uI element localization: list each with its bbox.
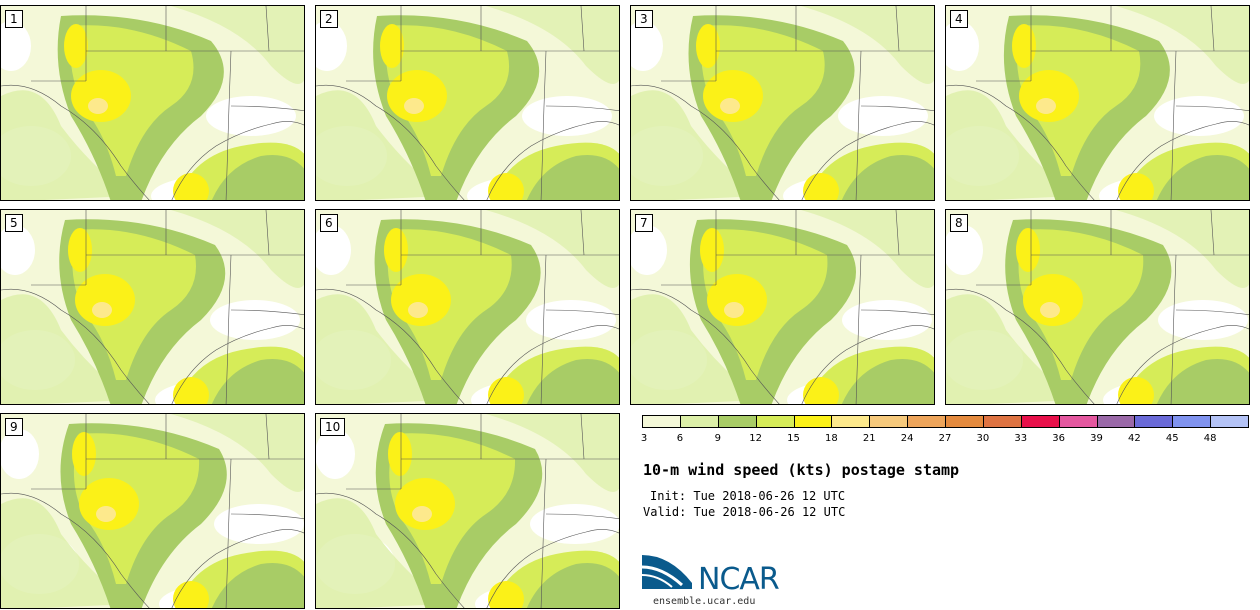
- wind-speed-map: [946, 210, 1249, 404]
- colorbar-tick-label: 30: [976, 433, 990, 444]
- wind-speed-map: [316, 414, 619, 608]
- ensemble-member-panel: 9: [0, 413, 305, 609]
- colorbar-tick-label: 36: [1052, 433, 1065, 444]
- ensemble-member-number: 6: [320, 214, 338, 232]
- ensemble-member-panel: 3: [630, 5, 935, 201]
- colorbar-tick-label: 33: [1014, 433, 1028, 444]
- wind-speed-map: [1, 6, 304, 200]
- ncar-logo-icon: [642, 555, 692, 589]
- colorbar-swatch: [1020, 415, 1060, 428]
- colorbar-swatch: [869, 415, 909, 428]
- colorbar-tick-label: 15: [787, 433, 800, 444]
- colorbar-swatch: [755, 415, 795, 428]
- colorbar-tick-label: 12: [749, 433, 762, 444]
- wind-speed-map: [316, 6, 619, 200]
- ensemble-member-number: 4: [950, 10, 968, 28]
- ensemble-member-panel: 6: [315, 209, 620, 405]
- colorbar-tick-label: 42: [1128, 433, 1141, 444]
- colorbar-tick-label: 6: [676, 433, 684, 444]
- ensemble-member-number: 3: [635, 10, 653, 28]
- ensemble-member-number: 8: [950, 214, 968, 232]
- colorbar-swatch: [642, 415, 681, 428]
- colorbar-swatch: [1134, 415, 1174, 428]
- colorbar-swatch: [982, 415, 1022, 428]
- wind-speed-map: [316, 210, 619, 404]
- valid-time: Valid: Tue 2018-06-26 12 UTC: [643, 505, 846, 519]
- colorbar-tick-label: 27: [938, 433, 952, 444]
- colorbar-tick-label: 18: [825, 433, 838, 444]
- colorbar-tick-label: 3: [640, 433, 648, 444]
- colorbar-swatch: [679, 415, 719, 428]
- colorbar-legend: 3 6 9 12 15 18 21 24 27 30 33 36 39 42 45 48: [640, 415, 1249, 445]
- logo-url: ensemble.ucar.edu: [653, 596, 756, 607]
- wind-speed-map: [631, 210, 934, 404]
- colorbar-tick-label: 24: [900, 433, 914, 444]
- colorbar-swatch: [1058, 415, 1098, 428]
- ensemble-member-panel: 8: [945, 209, 1250, 405]
- ensemble-member-number: 7: [635, 214, 653, 232]
- ensemble-member-number: 1: [5, 10, 23, 28]
- wind-speed-map: [1, 210, 304, 404]
- colorbar-swatch: [1096, 415, 1136, 428]
- ensemble-member-number: 9: [5, 418, 23, 436]
- colorbar-swatch: [945, 415, 984, 428]
- ensemble-member-panel: 5: [0, 209, 305, 405]
- colorbar-swatch: [1172, 415, 1212, 428]
- wind-speed-map: [946, 6, 1249, 200]
- colorbar-tick-label: 21: [862, 433, 876, 444]
- colorbar-swatch: [907, 415, 946, 428]
- wind-speed-map: [1, 414, 304, 608]
- colorbar-tick-label: 39: [1090, 433, 1103, 444]
- ncar-logo-text: NCAR: [698, 562, 780, 597]
- colorbar-tick-label: 45: [1165, 433, 1179, 444]
- ensemble-member-panel: 1: [0, 5, 305, 201]
- colorbar-tick-label: 48: [1203, 433, 1217, 444]
- ensemble-member-panel: 4: [945, 5, 1250, 201]
- ensemble-member-number: 5: [5, 214, 23, 232]
- ensemble-member-panel: 10: [315, 413, 620, 609]
- colorbar-tick-label: 9: [714, 433, 721, 444]
- ensemble-member-number: 2: [320, 10, 338, 28]
- wind-speed-map: [631, 6, 934, 200]
- colorbar-swatch: [793, 415, 833, 428]
- colorbar-swatch: [831, 415, 871, 428]
- init-time: Init: Tue 2018-06-26 12 UTC: [650, 489, 846, 503]
- colorbar-swatch: [1210, 415, 1249, 428]
- ensemble-member-panel: 7: [630, 209, 935, 405]
- ensemble-member-number: 10: [320, 418, 346, 436]
- plot-title: 10-m wind speed (kts) postage stamp: [643, 461, 960, 479]
- colorbar-swatch: [717, 415, 757, 428]
- ensemble-member-panel: 2: [315, 5, 620, 201]
